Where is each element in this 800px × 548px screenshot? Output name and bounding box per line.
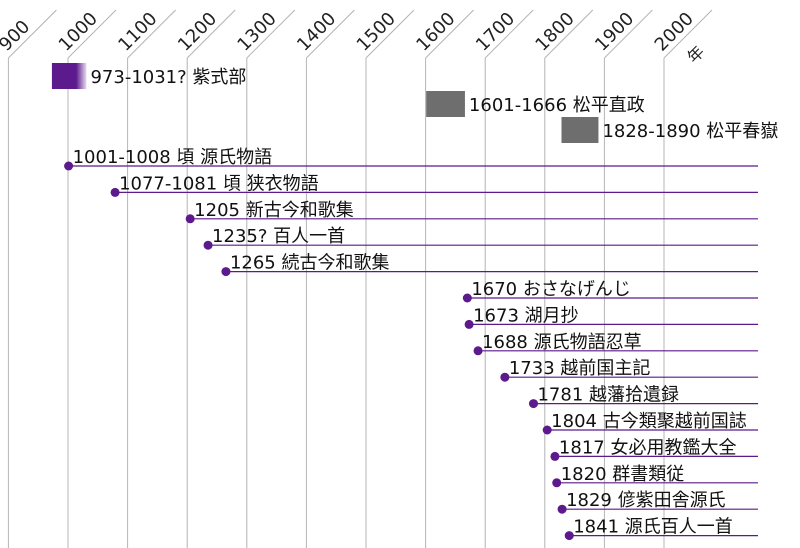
event-dot [564,531,574,541]
event-label: 1841 源氏百人一首 [573,517,733,538]
x-tick-label-1700: 1700 [472,8,519,55]
event-dot [550,451,560,461]
lifespan-label: 1828-1890 松平春嶽 [602,121,778,142]
tick-connector-1000 [67,9,117,59]
tick-connector-1200 [186,9,236,59]
event-label: 1001-1008 頃 源氏物語 [73,147,273,168]
event-dot [203,240,213,250]
x-tick-label-1800: 1800 [531,8,578,55]
lifespan-bar [426,91,465,117]
event-label: 1673 湖月抄 [473,305,579,326]
event-dot [473,346,483,356]
lifespan-bar [51,63,87,89]
event-label: 1670 おさなげんじ [471,279,631,300]
event-label: 1265 続古今和歌集 [230,253,390,274]
event-label: 1733 越前国主記 [509,358,651,379]
event-label: 1817 女必用教鑑大全 [559,437,737,458]
tick-connector-1400 [306,9,355,59]
tick-connector-2000 [663,9,713,59]
lifespan-label: 1601-1666 松平直政 [469,95,645,116]
event-label: 1205 新古今和歌集 [194,200,354,221]
tick-connector-1900 [604,9,653,59]
x-tick-label-1600: 1600 [412,8,459,55]
tick-connector-1700 [484,9,534,59]
event-dot [464,319,474,329]
event-dot [462,293,472,303]
event-dot [221,267,231,277]
tick-connector-1800 [544,9,594,59]
tick-connector-1600 [425,9,474,59]
event-dot [528,399,538,409]
event-label: 1781 越藩拾遺録 [537,385,679,406]
event-dot [542,425,552,435]
event-dot [110,187,120,197]
x-tick-label-1300: 1300 [233,8,280,55]
event-label: 1829 偐紫田舎源氏 [566,489,726,511]
event-label: 1820 群書類従 [561,464,685,485]
lifespan-label: 973-1031? 紫式部 [90,67,246,88]
event-dot [500,372,510,382]
tick-connector-1100 [127,9,176,59]
x-tick-label-1900: 1900 [591,8,638,55]
x-tick-label-1200: 1200 [174,8,221,55]
x-tick-label-1400: 1400 [293,8,340,55]
tick-connector-1500 [365,9,415,59]
event-dot [185,214,195,224]
x-tick-label-1100: 1100 [114,8,161,55]
tick-connector-1300 [246,9,296,59]
lifespan-bar [561,117,599,143]
event-dot [64,161,74,171]
event-dot [552,478,562,488]
x-tick-label-1000: 1000 [55,8,102,55]
event-label: 1688 源氏物語忍草 [482,332,642,353]
event-label: 1077-1081 頃 狭衣物語 [119,173,319,194]
x-unit-label: 年 [683,42,708,67]
tick-connector-900 [8,9,57,59]
event-dot [557,504,567,514]
x-tick-label-1500: 1500 [353,8,400,55]
event-label: 1804 古今類聚越前国誌 [551,411,747,432]
event-label: 1235? 百人一首 [212,226,345,247]
